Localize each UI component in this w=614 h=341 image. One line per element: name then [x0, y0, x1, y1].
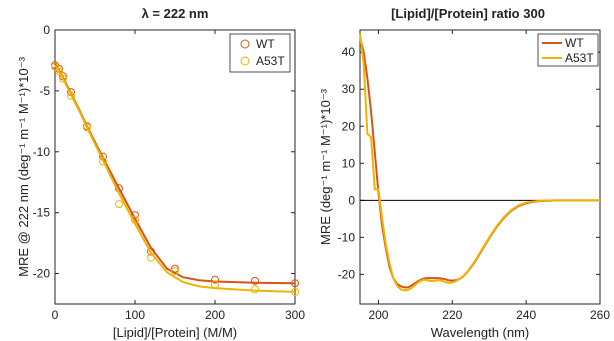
right-legend-label-a53t: A53T [565, 51, 594, 65]
left-point-a53t [51, 62, 59, 71]
left-legend: WT A53T [229, 33, 291, 73]
left-legend-marker-wt [240, 39, 250, 49]
right-y-axis-title: MRE (deg⁻¹ m⁻¹ M⁻¹)*10⁻³ [318, 88, 333, 245]
left-legend-label-a53t: A53T [256, 54, 285, 68]
left-point-a53t [67, 91, 75, 100]
right-legend-box [537, 33, 599, 67]
left-point-a53t [171, 267, 179, 276]
left-point-a53t [131, 215, 139, 224]
left-point-a53t [83, 123, 91, 132]
left-x-tick-label: 100 [125, 308, 145, 322]
right-series [359, 33, 600, 292]
right-y-tick-label: 20 [342, 119, 356, 133]
left-point-a53t [147, 253, 155, 262]
left-x-tick-label: 300 [285, 308, 305, 322]
left-point-a53t [99, 157, 107, 166]
left-x-tick-label: 200 [205, 308, 225, 322]
left-point-wt [147, 247, 155, 256]
right-x-tick-label: 240 [516, 308, 536, 322]
right-x-axis-title: Wavelength (nm) [431, 325, 530, 340]
left-y-tick-label: -10 [33, 145, 51, 159]
left-series [51, 61, 299, 296]
left-point-a53t [211, 280, 219, 289]
left-point-wt [171, 264, 179, 273]
right-y-tick-label: -20 [338, 267, 356, 281]
right-legend: WT A53T [537, 33, 599, 67]
left-point-a53t [251, 285, 259, 294]
right-panel-title: [Lipid]/[Protein] ratio 300 [391, 6, 545, 21]
right-y-tick-label: -10 [338, 230, 356, 244]
left-ticks: 0 100 200 300 0 -5 -10 -15 -20 [33, 23, 306, 322]
right-y-tick-label: 30 [342, 82, 356, 96]
left-point-a53t [291, 287, 299, 296]
left-y-axis-title: MRE @ 222 nm (deg⁻¹ m⁻¹ M⁻¹)*10⁻³ [16, 56, 31, 276]
right-x-tick-label: 260 [590, 308, 610, 322]
left-point-a53t [59, 74, 67, 83]
right-y-tick-label: 0 [348, 193, 355, 207]
left-point-wt [291, 279, 299, 288]
left-x-tick-label: 0 [52, 308, 59, 322]
right-y-tick-label: 10 [342, 156, 356, 170]
left-y-tick-label: 0 [43, 23, 50, 37]
left-y-tick-label: -15 [33, 206, 51, 220]
left-y-tick-label: -20 [33, 267, 51, 281]
right-legend-label-wt: WT [565, 36, 584, 50]
left-panel-title: λ = 222 nm [142, 6, 209, 21]
left-panel: λ = 222 nm 0 100 200 300 0 -5 -10 -15 -20 [Lipid… [16, 6, 305, 340]
right-x-tick-label: 200 [368, 308, 388, 322]
left-point-a53t [115, 200, 123, 209]
right-plot-frame [359, 29, 601, 305]
left-fit-line-a53t [54, 64, 296, 293]
left-point-a53t [55, 67, 63, 76]
left-point-wt [251, 276, 259, 285]
left-point-wt [211, 275, 219, 284]
left-plot-frame [54, 29, 296, 305]
right-x-tick-label: 220 [442, 308, 462, 322]
left-y-tick-label: -5 [39, 84, 50, 98]
right-ticks: 200 220 240 260 -20 -10 0 10 20 30 40 [338, 30, 610, 322]
left-legend-marker-a53t [240, 56, 250, 66]
right-series-line-a53t [359, 33, 600, 292]
left-legend-label-wt: WT [256, 37, 275, 51]
right-panel: [Lipid]/[Protein] ratio 300 200 220 240 260… [318, 6, 610, 340]
left-legend-box [229, 33, 291, 73]
right-y-tick-label: 40 [342, 45, 356, 59]
left-x-axis-title: [Lipid]/[Protein] (M/M) [113, 325, 237, 340]
